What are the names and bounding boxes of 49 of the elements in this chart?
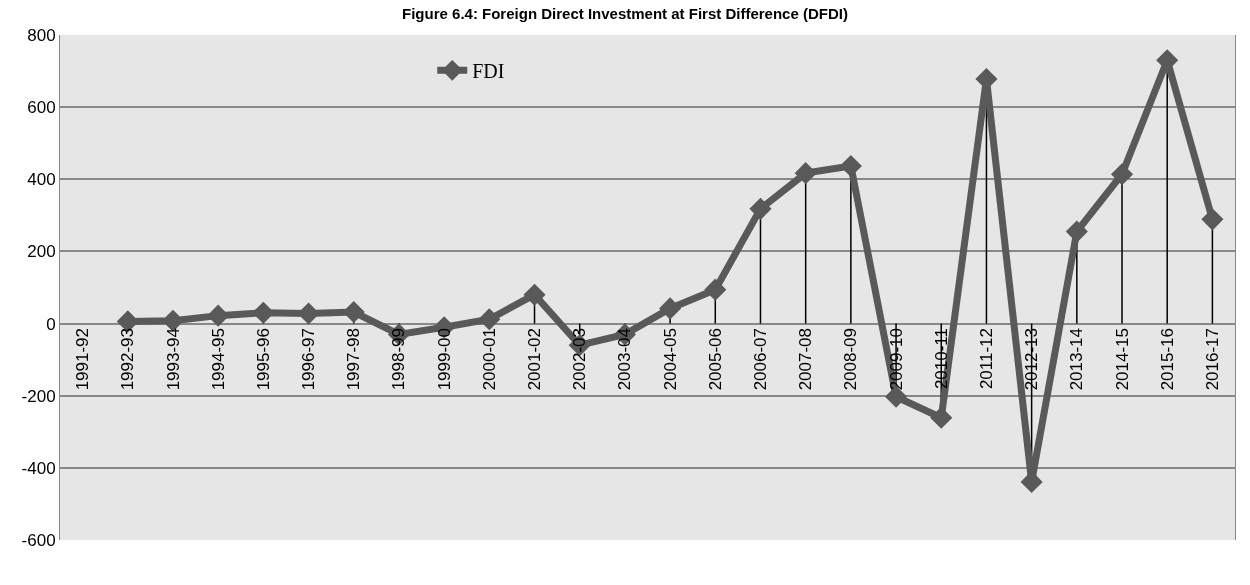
- point: [1201, 208, 1224, 231]
- y-tick-label: 0: [46, 314, 56, 334]
- point: [749, 197, 772, 220]
- y-tick-label: 400: [27, 170, 56, 190]
- x-tick-label: 1994-95: [208, 327, 228, 391]
- point: [930, 406, 953, 429]
- x-tick-label: 1996-97: [299, 327, 319, 391]
- x-tick-label: 2006-07: [751, 327, 771, 391]
- x-tick-label: 2015-16: [1157, 327, 1177, 391]
- point: [1110, 163, 1134, 186]
- y-tick-label: 200: [27, 242, 56, 262]
- x-tick-label: 1998-99: [389, 327, 409, 391]
- x-tick-label: 1995-96: [253, 327, 273, 391]
- point: [659, 297, 682, 320]
- x-tick-label: 1992-93: [118, 327, 138, 391]
- x-tick-label: 2011-12: [976, 327, 996, 390]
- x-tick-label: 1999-00: [434, 327, 454, 391]
- x-tick-label: 1993-94: [163, 327, 183, 391]
- x-tick-label: 2013-14: [1067, 327, 1087, 391]
- y-tick-label: 600: [27, 98, 56, 118]
- point: [794, 162, 817, 185]
- point: [839, 154, 862, 177]
- point: [207, 304, 230, 327]
- y-tick-label: -400: [21, 458, 56, 478]
- x-tick-label: 2007-08: [796, 327, 816, 391]
- x-tick-label: 2008-09: [841, 327, 861, 391]
- point: [523, 283, 546, 306]
- x-tick-label: 2003-04: [615, 327, 635, 391]
- x-tick-label: 2002-03: [570, 327, 590, 391]
- point: [252, 301, 275, 324]
- y-tick-label: -200: [21, 386, 56, 406]
- x-tick-label: 2009-10: [886, 327, 906, 391]
- x-tick-label: 2005-06: [705, 327, 725, 391]
- chart-title: Figure 6.4: Foreign Direct Investment at First Difference (DFDI): [402, 5, 848, 23]
- x-tick-label: 2001-02: [525, 327, 545, 391]
- x-tick-label: 2004-05: [660, 327, 680, 391]
- point: [1065, 220, 1088, 243]
- x-tick-label: 2014-15: [1112, 327, 1132, 391]
- y-tick-label: 800: [27, 25, 56, 45]
- y-tick-label: -600: [21, 530, 56, 550]
- point: [704, 278, 727, 301]
- x-tick-label: 1997-98: [344, 327, 364, 391]
- x-tick-label: 1991-92: [73, 327, 93, 391]
- point: [297, 302, 320, 325]
- x-tick-label: 2000-01: [479, 327, 499, 391]
- x-tick-label: 2016-17: [1202, 327, 1222, 391]
- legend-label: FDI: [472, 60, 505, 83]
- point: [342, 300, 365, 324]
- point: [478, 308, 501, 331]
